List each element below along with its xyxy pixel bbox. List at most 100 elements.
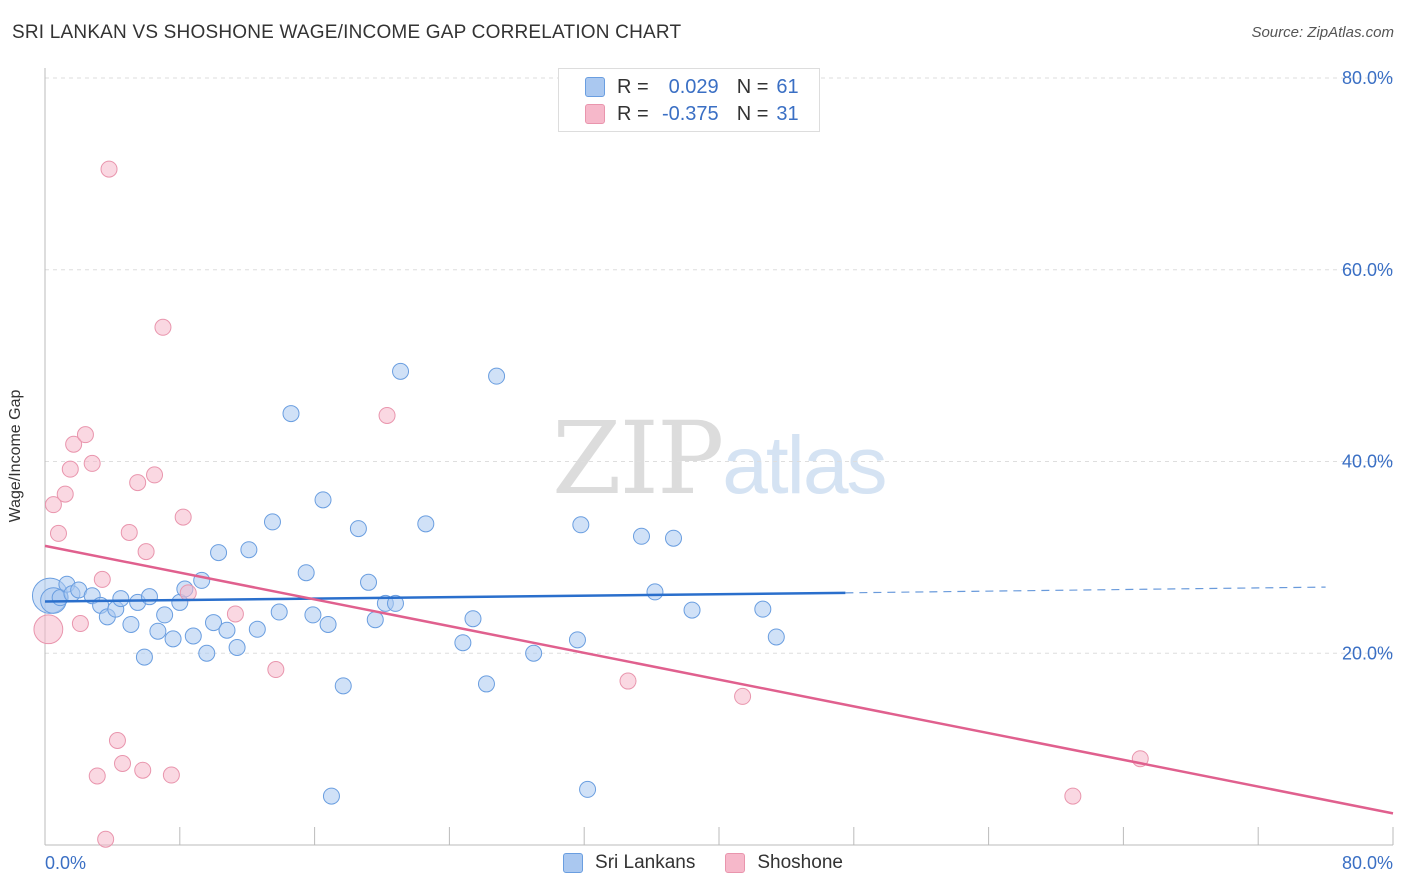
trend-line-sri-lankans-extension: [845, 586, 1326, 594]
point-sri-lankans: [314, 491, 332, 509]
legend-n-value: 31: [776, 102, 799, 125]
y-tick-label: 20.0%: [1342, 643, 1393, 663]
point-sri-lankans: [572, 516, 590, 534]
x-tick-label-max: 80.0%: [1342, 853, 1393, 873]
point-sri-lankans: [360, 573, 378, 591]
y-tick-label: 80.0%: [1342, 68, 1393, 88]
point-shoshone: [88, 767, 106, 785]
point-sri-lankans: [304, 606, 322, 624]
y-tick-label: 60.0%: [1342, 260, 1393, 280]
tick-labels: 20.0% 40.0% 60.0% 80.0% 0.0% 80.0%: [45, 68, 1393, 873]
point-sri-lankans: [767, 628, 785, 646]
point-sri-lankans: [334, 677, 352, 695]
point-sri-lankans: [322, 787, 340, 805]
point-shoshone: [1064, 787, 1082, 805]
grid-lines: [45, 77, 1393, 654]
data-points: [31, 160, 1149, 848]
point-sri-lankans: [464, 610, 482, 628]
point-shoshone: [162, 766, 180, 784]
point-shoshone: [61, 460, 79, 478]
point-sri-lankans: [297, 564, 315, 582]
point-shoshone: [137, 543, 155, 561]
point-sri-lankans: [477, 675, 495, 693]
legend-label-sri-lankans: Sri Lankans: [595, 852, 696, 873]
legend-swatch-sri-lankans: [585, 77, 605, 97]
legend-r-label: R =: [617, 75, 649, 98]
point-sri-lankans: [149, 622, 167, 640]
point-sri-lankans: [184, 627, 202, 645]
point-sri-lankans: [205, 614, 222, 632]
point-shoshone: [93, 570, 111, 588]
point-sri-lankans: [240, 541, 258, 559]
point-sri-lankans: [122, 615, 140, 633]
point-sri-lankans: [454, 634, 472, 652]
point-sri-lankans: [319, 615, 337, 633]
point-shoshone: [65, 435, 83, 453]
legend-r-value: -0.375: [661, 102, 719, 125]
point-shoshone: [120, 523, 138, 541]
point-shoshone: [146, 466, 164, 484]
series-legend: Sri Lankans Shoshone: [0, 852, 1406, 874]
correlation-legend: R = 0.029 N = 61 R = -0.375 N = 31: [558, 68, 820, 132]
point-sri-lankans: [366, 611, 384, 629]
legend-r-value: 0.029: [668, 75, 719, 98]
point-sri-lankans: [112, 590, 130, 608]
legend-swatch-shoshone: [585, 104, 605, 124]
point-sri-lankans: [210, 544, 228, 562]
legend-item-shoshone[interactable]: Shoshone: [725, 852, 843, 874]
point-sri-lankans: [632, 527, 650, 545]
point-sri-lankans: [228, 638, 246, 656]
point-sri-lankans: [270, 603, 288, 621]
point-sri-lankans: [488, 367, 506, 385]
legend-swatch-shoshone: [725, 853, 746, 873]
point-shoshone: [619, 672, 637, 690]
point-sri-lankans: [386, 594, 404, 612]
point-shoshone: [108, 731, 126, 749]
point-sri-lankans: [417, 515, 435, 533]
point-sri-lankans: [263, 513, 281, 531]
point-sri-lankans: [754, 600, 772, 618]
legend-row-shoshone: R = -0.375 N = 31: [585, 101, 799, 127]
point-shoshone: [267, 661, 285, 679]
point-shoshone: [71, 615, 89, 633]
point-sri-lankans: [646, 583, 664, 601]
axes: [44, 68, 1394, 846]
point-sri-lankans: [683, 601, 701, 619]
trend-line-sri-lankans: [44, 591, 846, 603]
point-shoshone: [226, 605, 244, 623]
point-sri-lankans: [140, 588, 158, 606]
point-shoshone: [378, 406, 396, 424]
point-sri-lankans: [164, 630, 182, 648]
point-sri-lankans: [392, 362, 410, 380]
point-sri-lankans: [282, 405, 300, 423]
y-tick-label: 40.0%: [1342, 452, 1393, 472]
legend-n-label: N =: [736, 102, 769, 125]
legend-n-label: N =: [736, 75, 769, 98]
source-label: Source: ZipAtlas.com: [1251, 24, 1394, 41]
point-shoshone: [97, 830, 115, 848]
point-shoshone: [129, 474, 147, 492]
point-shoshone: [56, 485, 74, 503]
point-sri-lankans: [248, 620, 266, 638]
legend-item-sri-lankans[interactable]: Sri Lankans: [563, 852, 695, 874]
point-sri-lankans: [156, 606, 174, 624]
point-shoshone: [44, 496, 62, 514]
point-shoshone: [76, 426, 94, 444]
point-sri-lankans: [579, 780, 597, 798]
point-sri-lankans: [525, 644, 543, 662]
point-shoshone: [134, 761, 152, 779]
point-shoshone: [100, 160, 118, 178]
point-shoshone: [179, 584, 197, 602]
trend-line-shoshone: [44, 544, 1394, 815]
point-shoshone: [154, 318, 172, 336]
point-sri-lankans: [349, 520, 367, 538]
point-sri-lankans: [218, 621, 236, 639]
legend-row-sri-lankans: R = 0.029 N = 61: [585, 74, 799, 100]
x-tick-label-min: 0.0%: [45, 853, 86, 873]
point-shoshone: [49, 524, 67, 542]
point-shoshone: [33, 614, 64, 645]
point-shoshone: [83, 454, 101, 472]
point-sri-lankans: [198, 644, 216, 662]
point-sri-lankans: [568, 631, 586, 649]
trend-lines: [44, 544, 1394, 815]
